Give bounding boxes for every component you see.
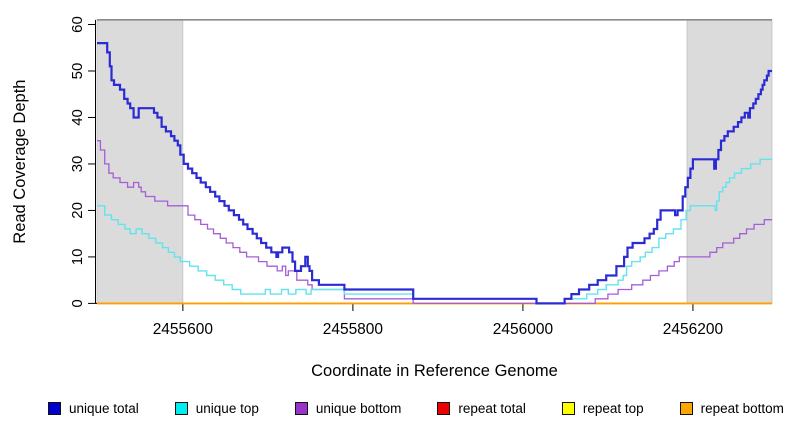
x-tick-label: 2455800 <box>323 321 384 338</box>
legend-label-unique-total: unique total <box>69 400 139 416</box>
legend-item-repeat-top: repeat top <box>561 400 644 416</box>
y-tick-label: 0 <box>69 299 86 307</box>
legend-label-repeat-bottom: repeat bottom <box>700 400 784 416</box>
y-axis-title: Read Coverage Depth <box>11 80 29 244</box>
legend-swatch-repeat-top <box>561 401 575 415</box>
y-axis: 0 10 20 30 40 50 60 <box>69 16 96 308</box>
legend-swatch-unique-top <box>174 401 188 415</box>
x-axis-title: Coordinate in Reference Genome <box>311 362 558 380</box>
legend-swatch-unique-bottom <box>294 401 308 415</box>
legend-label-unique-top: unique top <box>195 400 259 416</box>
legend-swatch-unique-total <box>48 401 61 415</box>
y-tick-label: 30 <box>69 156 86 173</box>
right-repeat-region <box>686 19 773 304</box>
y-tick-label: 50 <box>69 63 86 80</box>
legend-label-unique-bottom: unique bottom <box>315 400 402 416</box>
y-tick-label: 20 <box>69 202 86 219</box>
series-unique-total <box>97 42 772 305</box>
chart-legend: unique total unique top unique bottom repea… <box>48 398 784 418</box>
legend-item-repeat-total: repeat total <box>437 401 526 416</box>
legend-swatch-repeat-bottom <box>679 401 693 415</box>
legend-item-unique-top: unique top <box>174 400 259 416</box>
y-tick-label: 60 <box>69 16 86 33</box>
series-unique-bottom <box>97 140 772 305</box>
legend-item-repeat-bottom: repeat bottom <box>679 400 784 416</box>
x-axis: 2455600 2455800 2456000 2456200 <box>95 302 772 338</box>
legend-item-unique-bottom: unique bottom <box>294 400 402 416</box>
x-tick-label: 2456000 <box>493 321 554 338</box>
legend-swatch-repeat-total <box>437 401 451 415</box>
y-tick-label: 10 <box>69 249 86 266</box>
x-tick-label: 2456200 <box>663 321 724 338</box>
legend-item-unique-total: unique total <box>48 401 139 416</box>
legend-label-repeat-total: repeat total <box>458 400 526 416</box>
legend-label-repeat-top: repeat top <box>582 400 644 416</box>
series-unique-top <box>97 158 772 305</box>
x-tick-label: 2455600 <box>153 321 214 338</box>
y-tick-label: 40 <box>69 109 86 126</box>
